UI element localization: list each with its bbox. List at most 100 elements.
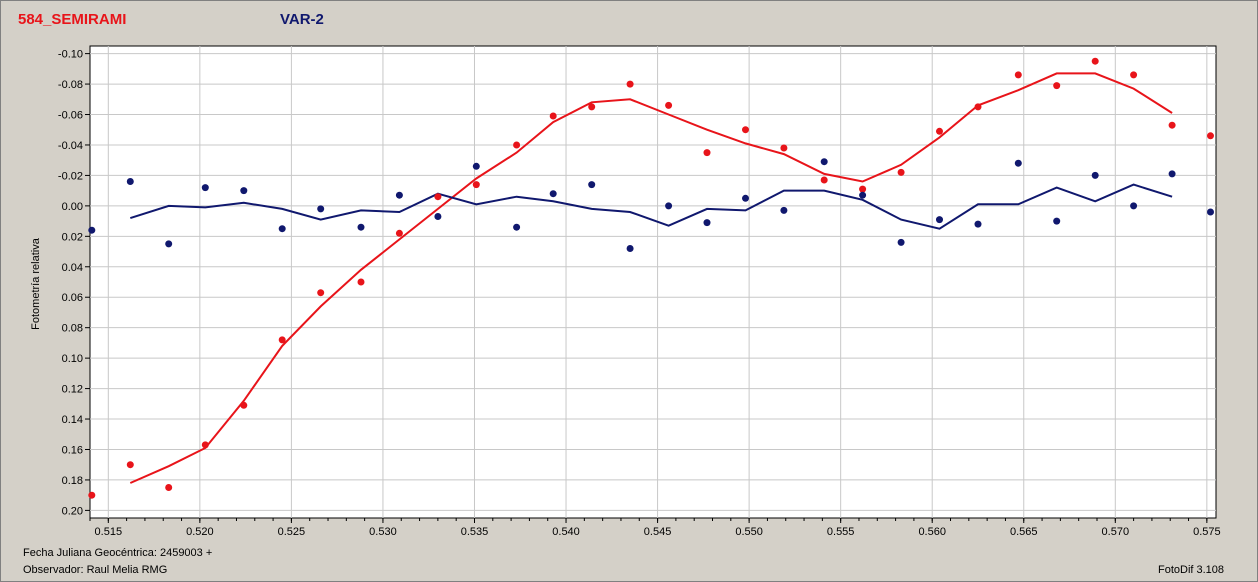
data-point-var-2 bbox=[201, 184, 209, 192]
data-point-584-semirami bbox=[742, 126, 749, 134]
data-point-584-semirami bbox=[395, 229, 403, 237]
data-point-var-2 bbox=[626, 245, 634, 252]
data-point-584-semirami bbox=[936, 127, 943, 135]
data-point-584-semirami bbox=[780, 144, 788, 152]
data-point-584-semirami bbox=[317, 289, 325, 297]
data-point-584-semirami bbox=[1130, 71, 1138, 79]
y-tick-label: -0.08 bbox=[58, 79, 83, 91]
y-tick-label: 0.16 bbox=[62, 444, 83, 456]
data-point-584-semirami bbox=[703, 149, 711, 157]
data-point-var-2 bbox=[897, 238, 905, 246]
y-tick-label: 0.18 bbox=[62, 475, 83, 487]
data-point-584-semirami bbox=[820, 176, 828, 184]
y-tick-label: 0.08 bbox=[62, 323, 83, 335]
data-point-var-2 bbox=[1130, 202, 1138, 210]
data-point-var-2 bbox=[1053, 217, 1061, 225]
julian-date-label: Fecha Juliana Geocéntrica: 2459003 + bbox=[23, 547, 213, 559]
x-tick-label: 0.550 bbox=[735, 526, 763, 538]
data-point-var-2 bbox=[703, 219, 711, 227]
comparison-title: VAR-2 bbox=[280, 11, 324, 28]
y-tick-label: 0.14 bbox=[62, 414, 83, 426]
data-point-var-2 bbox=[1014, 159, 1022, 167]
x-tick-label: 0.535 bbox=[461, 526, 489, 538]
data-point-584-semirami bbox=[626, 80, 634, 88]
data-point-584-semirami bbox=[240, 401, 248, 409]
data-point-584-semirami bbox=[513, 141, 521, 149]
data-point-584-semirami bbox=[859, 185, 867, 193]
fit-line-584-semirami bbox=[129, 72, 1173, 484]
data-point-584-semirami bbox=[278, 336, 286, 344]
x-tick-label: 0.520 bbox=[186, 526, 214, 538]
data-point-584-semirami bbox=[549, 112, 557, 120]
y-tick-label: 0.00 bbox=[62, 201, 83, 213]
object-title: 584_SEMIRAMI bbox=[18, 11, 127, 28]
x-tick-label: 0.515 bbox=[95, 526, 123, 538]
data-point-584-semirami bbox=[434, 193, 442, 201]
data-point-584-semirami bbox=[126, 461, 134, 469]
data-point-var-2 bbox=[165, 240, 173, 248]
data-point-var-2 bbox=[240, 187, 248, 195]
x-tick-label: 0.525 bbox=[278, 526, 306, 538]
x-tick-label: 0.570 bbox=[1102, 526, 1130, 538]
data-point-var-2 bbox=[513, 223, 521, 231]
x-tick-label: 0.555 bbox=[827, 526, 855, 538]
y-tick-label: -0.02 bbox=[58, 170, 83, 182]
y-tick-label: 0.10 bbox=[62, 353, 83, 365]
data-point-var-2 bbox=[88, 226, 96, 234]
data-point-var-2 bbox=[317, 205, 325, 213]
data-point-var-2 bbox=[859, 191, 867, 199]
data-point-var-2 bbox=[742, 194, 749, 202]
y-tick-label: -0.04 bbox=[58, 140, 83, 152]
data-point-var-2 bbox=[126, 178, 134, 185]
y-tick-label: -0.06 bbox=[58, 110, 83, 122]
data-point-var-2 bbox=[588, 181, 596, 189]
data-point-var-2 bbox=[1207, 208, 1214, 216]
data-point-var-2 bbox=[665, 202, 673, 210]
plot-area bbox=[89, 45, 1217, 519]
data-point-584-semirami bbox=[472, 181, 480, 189]
x-tick-label: 0.575 bbox=[1193, 526, 1221, 538]
data-point-584-semirami bbox=[974, 103, 982, 111]
x-tick-label: 0.545 bbox=[644, 526, 672, 538]
y-tick-label: -0.10 bbox=[58, 49, 83, 61]
data-point-584-semirami bbox=[588, 103, 596, 111]
y-tick-label: 0.20 bbox=[62, 505, 83, 517]
data-point-584-semirami bbox=[897, 168, 905, 176]
data-point-var-2 bbox=[820, 158, 828, 166]
data-point-var-2 bbox=[395, 191, 403, 199]
x-tick-label: 0.530 bbox=[369, 526, 397, 538]
fit-line-var-2 bbox=[129, 183, 1173, 230]
y-tick-label: 0.06 bbox=[62, 292, 83, 304]
y-tick-label: 0.12 bbox=[62, 384, 83, 396]
series bbox=[88, 57, 1214, 499]
y-tick-label: 0.04 bbox=[62, 262, 83, 274]
grid bbox=[90, 46, 1216, 518]
data-point-var-2 bbox=[974, 220, 982, 228]
axes: 0.515 0.520 0.525 0.530 0.535 0.540 0.545 0.550… bbox=[58, 49, 1221, 538]
data-point-584-semirami bbox=[357, 278, 365, 286]
data-point-584-semirami bbox=[1091, 57, 1099, 65]
software-version: FotoDif 3.108 bbox=[1158, 564, 1225, 576]
data-point-var-2 bbox=[1168, 170, 1176, 178]
data-point-var-2 bbox=[1091, 171, 1099, 179]
observer-label: Observador: Raul Melia RMG bbox=[23, 564, 168, 576]
data-point-584-semirami bbox=[201, 441, 209, 449]
x-tick-label: 0.540 bbox=[552, 526, 580, 538]
data-point-var-2 bbox=[780, 206, 788, 214]
data-point-584-semirami bbox=[665, 101, 673, 109]
data-point-584-semirami bbox=[1168, 121, 1176, 129]
data-point-var-2 bbox=[936, 216, 943, 224]
data-point-var-2 bbox=[549, 190, 557, 198]
data-point-584-semirami bbox=[1207, 132, 1214, 140]
data-point-var-2 bbox=[472, 162, 480, 170]
data-point-584-semirami bbox=[1014, 71, 1022, 79]
x-tick-label: 0.560 bbox=[918, 526, 946, 538]
y-tick-label: 0.02 bbox=[62, 231, 83, 243]
data-point-var-2 bbox=[278, 225, 286, 233]
data-point-584-semirami bbox=[165, 484, 173, 491]
data-point-var-2 bbox=[434, 213, 442, 220]
data-point-584-semirami bbox=[1053, 82, 1061, 90]
data-point-584-semirami bbox=[88, 491, 96, 499]
